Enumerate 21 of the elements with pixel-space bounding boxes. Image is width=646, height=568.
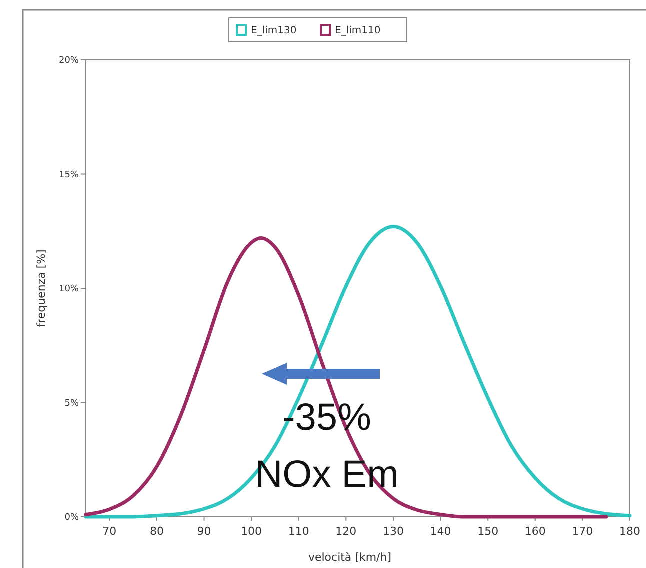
x-tick-label: 180 <box>620 525 640 538</box>
x-tick-label: 170 <box>572 525 594 538</box>
y-tick-label: 0% <box>64 513 80 524</box>
x-tick-label: 80 <box>150 525 164 538</box>
x-tick-label: 140 <box>430 525 452 538</box>
x-tick-label: 120 <box>336 525 357 538</box>
x-tick-label: 70 <box>102 525 117 538</box>
x-tick-label: 90 <box>197 525 212 538</box>
y-tick-label: 20% <box>58 56 80 66</box>
x-tick-label: 130 <box>382 525 404 538</box>
x-tick-label: 160 <box>524 525 546 538</box>
y-axis-title: frequenza [%] <box>35 250 48 328</box>
x-axis-title: velocità [km/h] <box>308 551 392 564</box>
x-tick-label: 150 <box>478 525 499 538</box>
y-tick-label: 10% <box>58 284 80 295</box>
x-tick-label: 100 <box>241 525 262 538</box>
legend-label: E_lim110 <box>335 26 381 36</box>
y-tick-label: 15% <box>58 170 80 180</box>
y-tick-label: 5% <box>64 398 80 409</box>
x-tick-label: 110 <box>288 525 310 538</box>
legend-label: E_lim130 <box>251 26 297 36</box>
